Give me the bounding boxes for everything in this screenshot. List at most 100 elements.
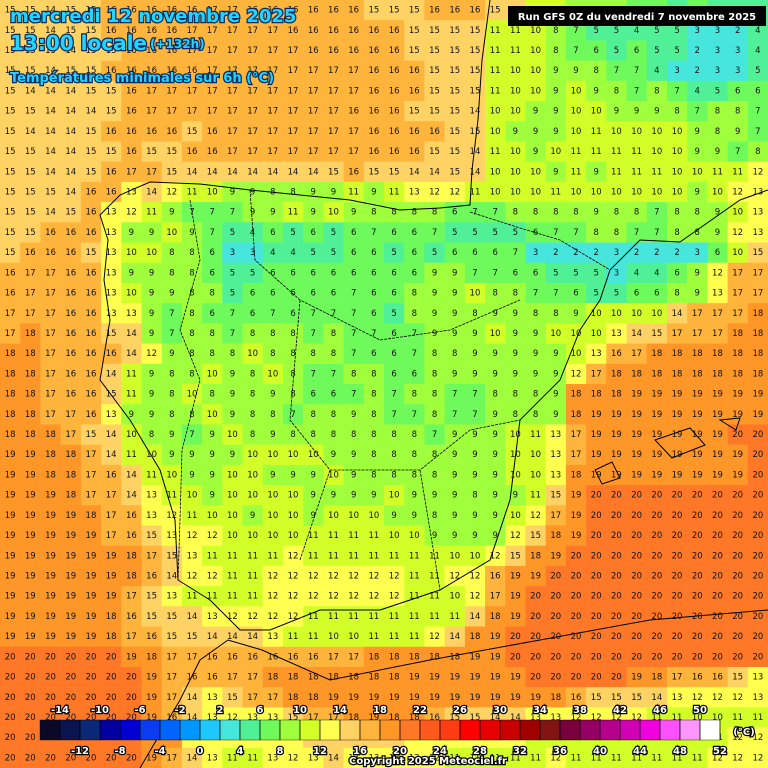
- cell-value: 5: [391, 248, 396, 258]
- cell-value: 13: [308, 753, 319, 763]
- cell-value: 20: [732, 551, 743, 561]
- grid-cell: [181, 363, 203, 385]
- grid-cell: [161, 262, 183, 284]
- cell-value: 11: [409, 612, 420, 622]
- grid-cell: [181, 222, 203, 243]
- grid-cell: [586, 464, 607, 486]
- grid-cell: [242, 101, 264, 122]
- colorbar: -14-12-10-8-6-4-202468101214161820222426…: [39, 704, 728, 758]
- cell-value: 9: [533, 349, 538, 359]
- cell-value: 8: [695, 228, 700, 238]
- cell-value: 8: [169, 369, 174, 379]
- grid-cell: [666, 40, 688, 61]
- grid-cell: [0, 505, 21, 526]
- cell-value: 16: [106, 167, 117, 177]
- cell-value: 19: [5, 612, 16, 622]
- grid-cell: [323, 242, 344, 264]
- cell-value: 20: [550, 572, 561, 582]
- cell-value: 17: [308, 713, 319, 723]
- grid-cell: [60, 101, 82, 122]
- cell-value: 18: [752, 349, 763, 359]
- grid-cell: [222, 646, 243, 668]
- cell-value: 17: [207, 26, 218, 36]
- cell-value: 8: [654, 86, 659, 96]
- grid-cell: [363, 687, 385, 708]
- grid-cell: [303, 242, 324, 264]
- cell-value: 12: [267, 572, 278, 582]
- cell-value: 7: [371, 228, 376, 238]
- grid-cell: [121, 60, 142, 82]
- grid-cell: [505, 282, 526, 304]
- cell-value: 14: [227, 632, 238, 642]
- grid-cell: [262, 262, 284, 284]
- cell-value: 20: [86, 713, 97, 723]
- grid-cell: [40, 202, 61, 223]
- grid-cell: [282, 646, 304, 668]
- cell-value: 19: [146, 753, 157, 763]
- cell-value: 9: [149, 309, 154, 319]
- cell-value: 17: [187, 107, 198, 117]
- cell-value: 17: [328, 147, 339, 157]
- cell-value: 11: [146, 208, 157, 218]
- grid-cell: [141, 161, 162, 183]
- grid-cell: [444, 282, 466, 304]
- cell-value: 19: [65, 612, 76, 622]
- grid-cell: [404, 222, 425, 243]
- cell-value: 20: [25, 753, 36, 763]
- cell-value: 10: [651, 188, 662, 198]
- cell-value: 15: [409, 26, 420, 36]
- grid-cell: [343, 60, 365, 82]
- cell-value: 8: [169, 248, 174, 258]
- cell-value: 12: [166, 511, 177, 521]
- grid-cell: [343, 343, 365, 365]
- cell-value: 3: [695, 26, 700, 36]
- grid-cell: [181, 565, 203, 587]
- grid-cell: [384, 485, 405, 506]
- grid-cell: [505, 586, 526, 607]
- grid-cell: [60, 384, 82, 405]
- grid-cell: [343, 485, 365, 506]
- cell-value: 19: [591, 450, 602, 460]
- grid-cell: [222, 525, 243, 546]
- grid-cell: [343, 303, 365, 324]
- cell-value: 19: [692, 470, 703, 480]
- cell-value: 12: [187, 572, 198, 582]
- cell-value: 10: [672, 167, 683, 177]
- grid-cell: [282, 404, 304, 425]
- grid-cell: [545, 687, 567, 708]
- cell-value: 10: [530, 470, 541, 480]
- cell-value: 10: [591, 188, 602, 198]
- grid-cell: [20, 404, 41, 425]
- grid-cell: [40, 323, 61, 344]
- grid-cell: [202, 565, 223, 587]
- cell-value: 15: [45, 188, 56, 198]
- grid-cell: [545, 60, 567, 82]
- cell-value: 9: [391, 511, 396, 521]
- grid-cell: [646, 687, 668, 708]
- grid-cell: [80, 80, 102, 102]
- cell-value: 15: [368, 167, 379, 177]
- cell-value: 19: [25, 450, 36, 460]
- cell-value: 16: [368, 147, 379, 157]
- grid-cell: [303, 141, 324, 162]
- cell-value: 20: [672, 531, 683, 541]
- cell-value: 16: [126, 6, 137, 16]
- cell-value: 16: [166, 6, 177, 16]
- cell-value: 15: [25, 167, 36, 177]
- grid-cell: [687, 545, 708, 567]
- grid-cell: [40, 626, 61, 648]
- grid-cell: [222, 262, 243, 284]
- cell-value: 19: [146, 713, 157, 723]
- grid-cell: [727, 707, 749, 728]
- cell-value: 15: [490, 6, 501, 16]
- grid-cell: [606, 464, 627, 486]
- grid-cell: [80, 121, 102, 142]
- grid-cell: [40, 101, 61, 122]
- grid-cell: [282, 80, 304, 102]
- grid-cell: [60, 545, 82, 567]
- cell-value: 9: [209, 450, 214, 460]
- grid-cell: [161, 687, 183, 708]
- grid-cell: [384, 282, 405, 304]
- grid-cell: [485, 20, 506, 41]
